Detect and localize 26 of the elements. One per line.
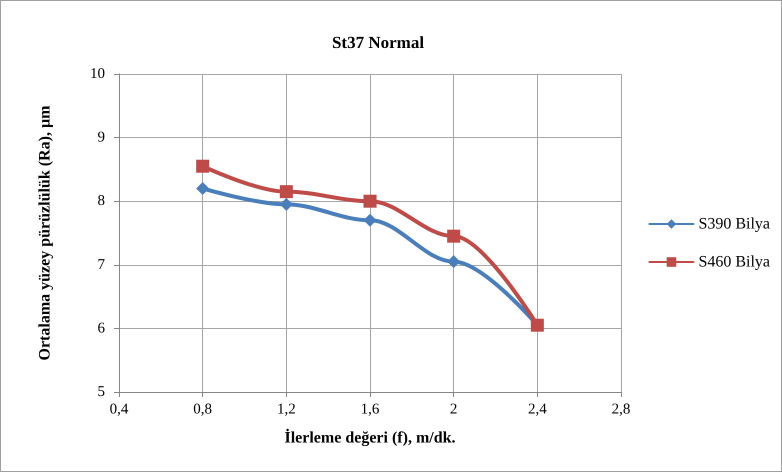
y-tick-label: 9 — [98, 130, 105, 146]
y-tick-label: 6 — [98, 320, 106, 336]
point — [364, 214, 376, 227]
point — [280, 185, 293, 198]
legend-label: S390 Bilya — [698, 216, 770, 232]
x-tick-label: 0,4 — [110, 402, 129, 418]
x-tick-label: 1,6 — [360, 402, 380, 418]
point — [196, 160, 210, 173]
point — [447, 255, 460, 268]
x-tick-label: 2,4 — [528, 402, 548, 418]
y-tick-label: 7 — [98, 256, 106, 273]
legend-label: S460 Bilya — [698, 254, 770, 270]
point — [364, 194, 376, 208]
chart-title: St37 Normal — [332, 33, 424, 52]
y-tick-label: 10 — [90, 66, 105, 82]
x-tick-label: 2 — [450, 402, 458, 418]
y-axis-title: Ortalama yüzey pürüzlülük (Ra), µm — [36, 104, 54, 360]
x-tick-label: 1,2 — [276, 402, 296, 418]
y-tick-label: 8 — [98, 193, 105, 210]
point — [196, 182, 210, 195]
y-tick-label: 5 — [98, 384, 105, 400]
x-axis-title: İlerleme değeri (f), m/dk. — [284, 428, 456, 446]
x-tick-label: 0,8 — [193, 402, 212, 418]
point — [447, 230, 460, 243]
x-tick-label: 2,8 — [612, 402, 630, 418]
point — [280, 198, 293, 211]
